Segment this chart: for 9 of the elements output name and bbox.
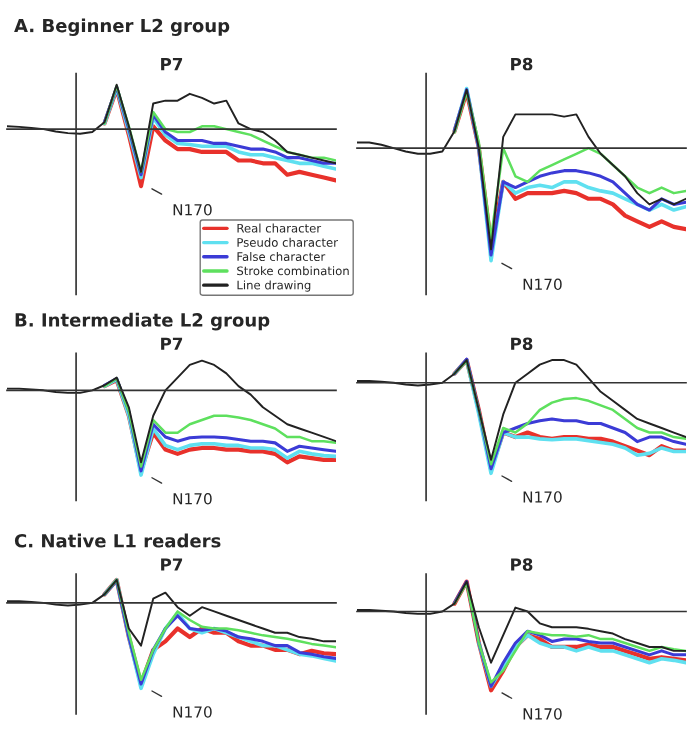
- chart-title: P8: [511, 558, 533, 571]
- chart-title: P8: [511, 337, 533, 351]
- chart-title: P7: [161, 337, 183, 350]
- text: A. Beginner L2 group: [14, 18, 230, 37]
- text: B. Intermediate L2 group: [15, 312, 270, 331]
- text: C. Native L1 readers: [14, 533, 221, 548]
- chart-title: P7: [161, 558, 183, 571]
- chart-title: P7: [161, 57, 183, 71]
- chart-title: P8: [511, 57, 533, 71]
